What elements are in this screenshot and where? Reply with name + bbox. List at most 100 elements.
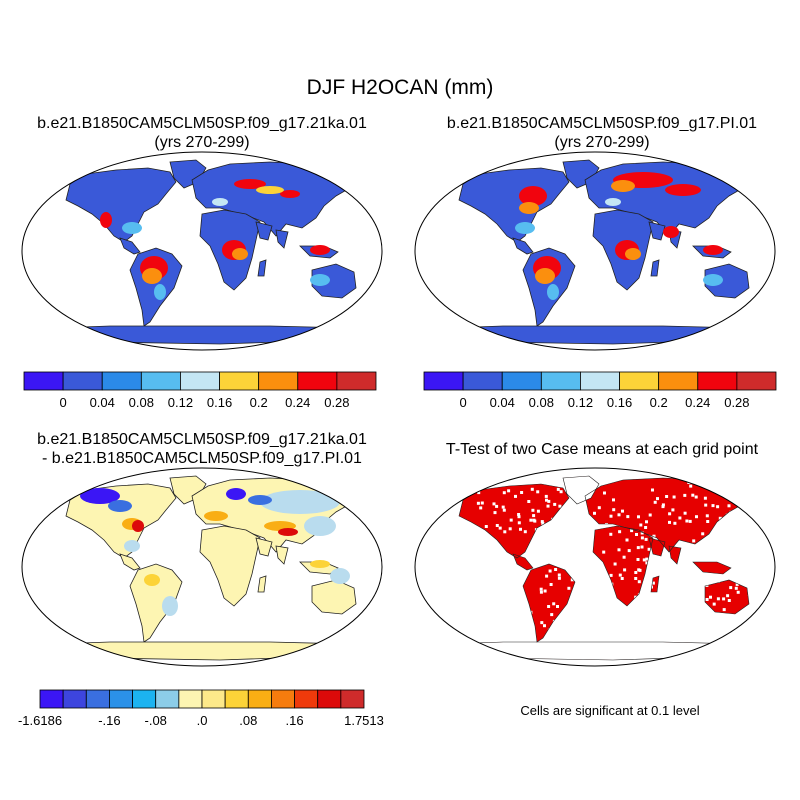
map-panel-21ka <box>21 151 383 351</box>
cb-pi-label-2: 0.08 <box>529 395 554 410</box>
cb-diff-swatch-4 <box>132 689 157 709</box>
ttest-gap-ea-12 <box>644 526 648 529</box>
pi-pi-orange-1 <box>611 180 635 192</box>
ttest-gap-na-0 <box>538 531 541 535</box>
ttest-gap-na-1 <box>502 491 506 495</box>
cb-pi-swatch-6 <box>658 371 699 391</box>
ttest-gap-af-34 <box>613 562 617 566</box>
ttest-gap-af-2 <box>642 558 646 562</box>
ttest-gap-ea-29 <box>725 489 729 493</box>
ttest-gap-af-39 <box>636 601 640 605</box>
panel-title-top-left-line1: b.e21.B1850CAM5CLM50SP.f09_g17.21ka.01 <box>37 115 367 132</box>
ttest-gap-ea-15 <box>605 523 608 526</box>
panel-title-bottom-left-line2: - b.e21.B1850CAM5CLM50SP.f09_g17.PI.01 <box>42 450 362 467</box>
ttest-gap-na-54 <box>477 491 481 495</box>
ttest-gap-na-23 <box>549 526 553 530</box>
ttest-gap-af-14 <box>610 582 614 586</box>
panel-title-top-right-line2: (yrs 270-299) <box>554 134 650 151</box>
diff-deepblue-0 <box>80 488 120 504</box>
ttest-gap-sa-2 <box>552 602 556 606</box>
ttest-gap-na-2 <box>495 524 499 527</box>
ttest-gap-au-16 <box>722 608 726 612</box>
ttest-coast-south-america <box>522 563 576 643</box>
ttest-gap-ea-37 <box>701 532 705 536</box>
cb-diff-label-6: 1.7513 <box>344 713 384 728</box>
cb-pi-swatch-3 <box>540 371 581 391</box>
ttest-gap-af-15 <box>647 602 651 606</box>
cb-lgm-swatch-7 <box>297 371 338 391</box>
ttest-gap-af-9 <box>640 600 644 604</box>
diff-orange-1 <box>204 511 228 521</box>
ttest-gap-na-25 <box>547 499 551 503</box>
ttest-gap-na-8 <box>517 515 521 519</box>
ttest-gap-na-22 <box>503 530 507 534</box>
ttest-gap-af-32 <box>594 556 598 560</box>
cb-lgm-label-7: 0.28 <box>324 395 349 410</box>
cb-pi-swatch-2 <box>501 371 542 391</box>
ttest-gap-na-31 <box>565 487 569 491</box>
ttest-gap-ea-58 <box>678 516 682 520</box>
ttest-gap-sa-8 <box>561 626 565 630</box>
ttest-gap-af-22 <box>636 558 640 561</box>
cb-diff-swatch-10 <box>271 689 295 709</box>
map-panel-difference <box>21 467 383 667</box>
lgm-land-antarctica <box>53 325 351 345</box>
ttest-gap-af-31 <box>630 529 634 533</box>
ttest-gap-au-2 <box>747 593 751 596</box>
cb-diff-swatch-13 <box>340 689 365 709</box>
diff-red-0 <box>132 520 144 532</box>
ttest-gap-na-53 <box>545 498 548 502</box>
ttest-gap-sa-10 <box>570 634 574 637</box>
ttest-gap-ea-55 <box>593 511 596 515</box>
ttest-gap-sa-29 <box>552 619 556 623</box>
cb-lgm-label-6: 0.24 <box>285 395 310 410</box>
lgm-tropics-orange-1 <box>232 248 248 260</box>
ttest-gap-ea-21 <box>672 495 676 499</box>
ttest-coast-australia <box>704 579 750 615</box>
lgm-pale-0 <box>212 198 228 206</box>
cb-diff-swatch-11 <box>294 689 319 709</box>
cb-lgm-label-0: 0 <box>59 395 66 410</box>
ttest-gap-au-12 <box>716 580 720 583</box>
pi-tropics-red-2 <box>703 245 723 255</box>
ttest-gap-na-45 <box>558 516 562 520</box>
ttest-gap-ea-24 <box>729 510 733 514</box>
ttest-gap-af-12 <box>594 579 598 583</box>
ttest-gap-au-3 <box>722 597 726 601</box>
cb-diff-swatch-0 <box>39 689 64 709</box>
ttest-gap-af-11 <box>634 571 638 574</box>
cb-diff-swatch-2 <box>85 689 110 709</box>
ttest-coast-indonesia <box>692 561 732 575</box>
ttest-gap-ea-16 <box>705 514 709 518</box>
panel-title-top-right-line1: b.e21.B1850CAM5CLM50SP.f09_g17.PI.01 <box>446 115 758 132</box>
diff-deepblue-1 <box>226 488 246 500</box>
cb-diff-swatch-5 <box>155 689 180 709</box>
ttest-gap-sa-11 <box>539 590 543 594</box>
cb-diff-label-3: .0 <box>197 713 208 728</box>
ttest-sig-south-america <box>523 564 575 642</box>
ttest-gap-na-21 <box>533 519 537 523</box>
cb-pi-label-3: 0.12 <box>568 395 593 410</box>
pi-mid-lightblue-0 <box>515 222 535 234</box>
ttest-gap-af-19 <box>617 548 621 552</box>
diff-land-africa <box>199 525 261 607</box>
ttest-gap-sa-22 <box>547 628 551 632</box>
ttest-gap-sa-4 <box>545 574 549 578</box>
ttest-gap-na-40 <box>520 491 524 494</box>
ttest-gap-sa-9 <box>540 621 544 625</box>
cb-diff-label-4: .08 <box>239 713 257 728</box>
diff-land-arabia <box>255 537 273 557</box>
ttest-sig-africa <box>593 526 653 606</box>
ttest-gap-ea-54 <box>653 500 657 504</box>
ttest-gap-ea-10 <box>694 495 698 499</box>
ttest-gap-af-40 <box>618 573 622 577</box>
significance-note: Cells are significant at 0.1 level <box>520 703 700 718</box>
ttest-gap-na-29 <box>514 494 517 498</box>
ttest-gap-af-18 <box>640 536 644 540</box>
cb-lgm-label-2: 0.08 <box>129 395 154 410</box>
ttest-gap-af-38 <box>638 568 642 572</box>
ttest-gap-na-32 <box>544 494 548 498</box>
ttest-gap-na-47 <box>517 521 521 525</box>
ttest-coast-africa <box>592 525 654 607</box>
ttest-gap-sa-1 <box>565 613 569 617</box>
